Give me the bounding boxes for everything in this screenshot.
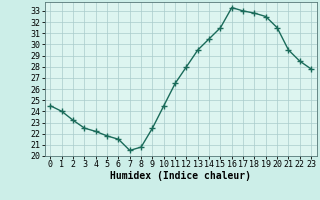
X-axis label: Humidex (Indice chaleur): Humidex (Indice chaleur) [110,171,251,181]
